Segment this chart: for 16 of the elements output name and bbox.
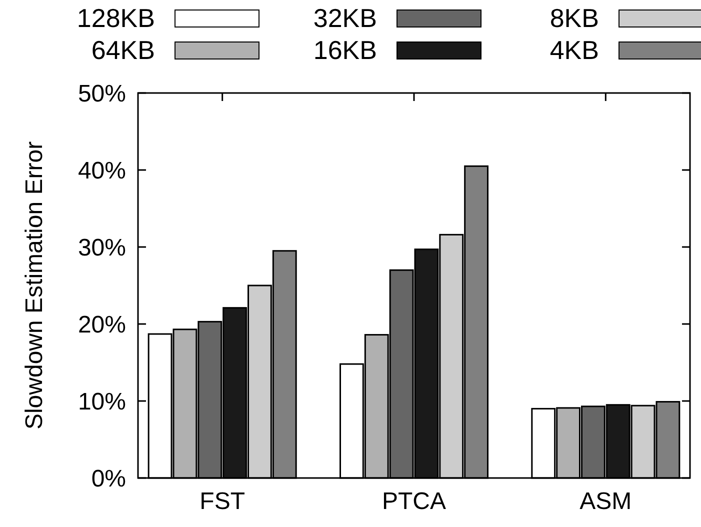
y-tick-label: 0% bbox=[91, 465, 126, 492]
x-tick-label: FST bbox=[200, 488, 246, 515]
legend-label: 16KB bbox=[313, 35, 377, 65]
x-tick-label: PTCA bbox=[382, 488, 446, 515]
x-tick-label: ASM bbox=[580, 488, 632, 515]
y-axis-title: Slowdown Estimation Error bbox=[21, 141, 48, 430]
y-tick-label: 30% bbox=[78, 234, 126, 262]
y-tick-label: 10% bbox=[78, 388, 126, 416]
y-tick-label: 40% bbox=[78, 157, 126, 184]
legend-label: 32KB bbox=[313, 3, 377, 33]
legend-label: 128KB bbox=[76, 3, 155, 33]
legend-label: 64KB bbox=[91, 35, 155, 65]
legend-label: 8KB bbox=[550, 3, 599, 33]
y-tick-label: 20% bbox=[78, 311, 126, 338]
legend-label: 4KB bbox=[550, 35, 599, 65]
y-tick-label: 50% bbox=[78, 80, 126, 108]
